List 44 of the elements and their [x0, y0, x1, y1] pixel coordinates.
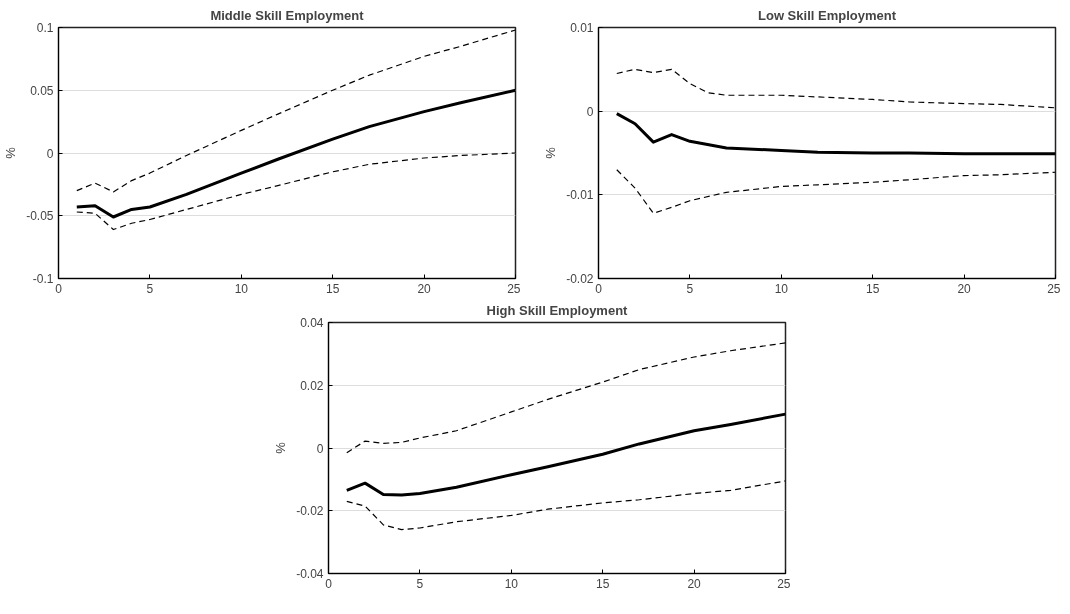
y-tick-label: 0 [316, 441, 324, 456]
x-tick-label: 10 [774, 281, 789, 296]
x-tick-label: 15 [326, 281, 340, 296]
y-tick-label: -0.02 [296, 504, 324, 519]
y-tick-label: 0.02 [300, 378, 324, 393]
y-tick-label: -0.1 [32, 272, 54, 286]
y-tick-label: -0.05 [26, 209, 54, 224]
y-tick-label: 0.1 [36, 21, 54, 35]
x-tick-label: 15 [596, 576, 610, 591]
x-tick-label: 5 [686, 281, 694, 296]
y-tick-label: 0 [46, 146, 54, 161]
y-tick-label: 0.04 [300, 316, 324, 330]
y-tick-label: -0.02 [566, 272, 594, 286]
y-axis-title: % [3, 146, 19, 159]
y-tick-label: 0.05 [30, 83, 54, 98]
y-axis-title: % [543, 146, 559, 159]
line-series [616, 169, 1056, 214]
y-tick-label: 0.01 [570, 21, 594, 35]
x-tick-label: 20 [417, 281, 432, 296]
x-tick-label: 25 [777, 576, 791, 591]
y-axis-title: % [273, 441, 289, 454]
line-series [616, 68, 1056, 109]
chart-title: Low Skill Employment [758, 7, 897, 23]
x-tick-label: 20 [687, 576, 702, 591]
line-series [615, 112, 1056, 156]
line-series [76, 29, 516, 193]
y-tick-label: -0.04 [296, 567, 324, 581]
line-series [345, 412, 786, 497]
x-tick-label: 10 [504, 576, 519, 591]
line-series [76, 152, 516, 231]
line-series [346, 342, 786, 454]
x-tick-label: 10 [234, 281, 249, 296]
x-tick-label: 5 [146, 281, 154, 296]
chart-title: Middle Skill Employment [210, 7, 365, 23]
y-tick-label: -0.01 [566, 188, 594, 203]
line-series [346, 480, 786, 531]
x-tick-label: 25 [1047, 281, 1061, 296]
x-tick-label: 20 [957, 281, 972, 296]
x-tick-label: 15 [866, 281, 880, 296]
x-tick-label: 25 [507, 281, 521, 296]
line-series [75, 88, 516, 219]
y-tick-label: 0 [586, 104, 594, 119]
x-tick-label: 5 [416, 576, 424, 591]
chart-title: High Skill Employment [486, 302, 629, 318]
